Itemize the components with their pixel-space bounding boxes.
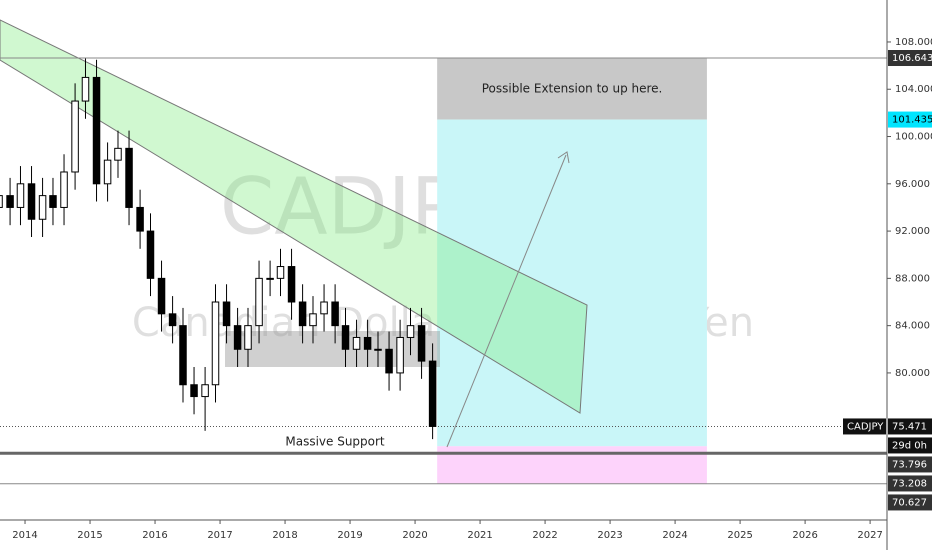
candle-body	[309, 313, 317, 327]
extension-zone	[437, 58, 707, 120]
x-tick-label: 2024	[662, 530, 687, 541]
candle-body	[341, 325, 350, 350]
price-label: 70.627	[892, 497, 927, 508]
candle-body	[16, 183, 25, 208]
candle-body	[81, 76, 90, 102]
arrow-head	[557, 151, 570, 164]
price-label-box	[888, 50, 932, 67]
symbol-label-box	[843, 418, 886, 435]
candle-body	[49, 195, 57, 208]
x-tick-label: 2021	[467, 530, 492, 541]
y-tick-label: 92.000	[895, 226, 930, 237]
y-tick-label: 88.000	[895, 273, 930, 284]
candle-body	[385, 348, 393, 374]
candle-body	[244, 325, 252, 350]
price-label-box	[888, 475, 932, 492]
candle-body	[125, 147, 133, 208]
candle-body	[0, 195, 3, 208]
axis-bg	[0, 520, 932, 550]
x-tick-label: 2020	[402, 530, 427, 541]
candle-body	[146, 230, 155, 279]
candle-body	[233, 325, 242, 350]
annotation: Possible Extension to up here.	[482, 81, 663, 95]
candle-body	[222, 301, 231, 327]
candle-body	[406, 325, 415, 338]
candle-body	[396, 336, 404, 374]
y-tick-label: 104.000	[895, 84, 932, 95]
candle-body	[287, 266, 296, 303]
countdown-label-box	[888, 437, 932, 454]
candle-body	[211, 301, 220, 386]
x-tick-label: 2023	[597, 530, 622, 541]
x-tick-label: 2022	[532, 530, 557, 541]
candle-body	[27, 183, 36, 220]
last-label-box	[888, 418, 932, 435]
candle-body	[428, 360, 437, 427]
price-label-box	[888, 111, 932, 128]
support-zone	[225, 331, 440, 367]
candle-body	[179, 325, 187, 386]
candle-body	[103, 159, 112, 185]
annotation: Massive Support	[285, 435, 385, 449]
candle-body	[201, 384, 209, 398]
candle-body	[92, 76, 101, 185]
candle-body	[363, 336, 372, 350]
y-tick-label: 84.000	[895, 321, 930, 332]
price-label: 106.643	[892, 53, 932, 64]
y-tick-label: 100.000	[895, 132, 932, 143]
candle-body	[157, 277, 166, 315]
price-label-box	[888, 494, 932, 511]
candle-body	[190, 384, 198, 398]
x-tick-label: 2027	[857, 530, 882, 541]
candle-body	[298, 301, 307, 327]
y-tick-label: 96.000	[895, 179, 930, 190]
channel	[0, 19, 588, 414]
arrow	[446, 154, 567, 448]
candle-body	[331, 301, 339, 327]
x-tick-label: 2015	[77, 530, 102, 541]
last-label: 75.471	[892, 421, 927, 432]
candle-body	[255, 277, 263, 327]
x-tick-label: 2026	[792, 530, 817, 541]
countdown-label: 29d 0h	[892, 440, 927, 451]
symbol-label: CADJPY	[847, 421, 884, 432]
candle-body	[266, 277, 274, 280]
candle-body	[136, 206, 144, 232]
price-label-box	[888, 456, 932, 473]
candle-body	[6, 195, 14, 208]
candle-body	[417, 325, 426, 362]
candle-body	[374, 348, 382, 351]
candle-body	[114, 147, 122, 161]
price-label: 73.208	[892, 478, 927, 489]
candle-body	[38, 195, 47, 220]
x-tick-label: 2017	[207, 530, 232, 541]
y-tick-label: 80.000	[895, 368, 930, 379]
candle-body	[320, 301, 328, 315]
candle-body	[168, 313, 177, 327]
price-label: 73.796	[892, 459, 927, 470]
candle-body	[276, 266, 285, 279]
price-label: 101.435	[892, 115, 932, 126]
candle-body	[60, 171, 68, 208]
x-tick-label: 2019	[337, 530, 362, 541]
x-tick-label: 2014	[12, 530, 37, 541]
x-tick-label: 2018	[272, 530, 297, 541]
y-tick-label: 108.000	[895, 37, 932, 48]
candle-body	[352, 336, 361, 350]
x-tick-label: 2025	[727, 530, 752, 541]
x-tick-label: 2016	[142, 530, 167, 541]
target-zone	[437, 119, 707, 447]
candle-body	[71, 100, 79, 173]
